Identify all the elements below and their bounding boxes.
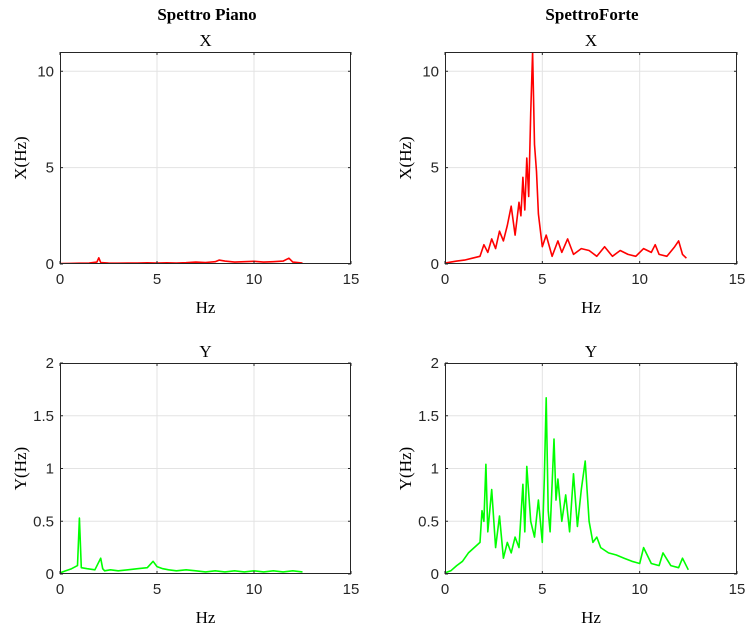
x-tick-label: 5 — [153, 581, 161, 598]
axes-title: Y — [585, 342, 597, 361]
y-tick-label: 1 — [431, 461, 439, 478]
axes-title: X — [199, 31, 211, 50]
y-tick-label: 1.5 — [418, 408, 439, 425]
x-tick-label: 0 — [441, 271, 449, 288]
x-tick-label: 15 — [343, 581, 360, 598]
x-tick-label: 0 — [56, 581, 64, 598]
y-tick-label: 0 — [431, 566, 439, 583]
left-column-title: Spettro Piano — [157, 5, 256, 24]
y-tick-label: 2 — [46, 355, 54, 372]
subplot-4: 0 5 10 15 0 0.5 1 1.5 2 Y Hz Y(Hz) — [396, 342, 745, 627]
right-column-title: SpettroForte — [545, 5, 639, 24]
y-tick-label: 2 — [431, 355, 439, 372]
y-tick-label: 0.5 — [33, 513, 54, 530]
x-tick-label: 10 — [631, 581, 648, 598]
plot-area — [60, 52, 351, 264]
y-tick-label: 0 — [431, 256, 439, 273]
x-tick-label: 15 — [343, 271, 360, 288]
x-axis-label: Hz — [196, 608, 216, 627]
subplot-1: 0 5 10 15 0 5 10 X Hz X(Hz) — [11, 31, 359, 317]
x-tick-label: 0 — [56, 271, 64, 288]
y-tick-label: 5 — [431, 160, 439, 177]
y-tick-label: 1 — [46, 461, 54, 478]
plot-area — [445, 52, 737, 264]
x-tick-label: 5 — [538, 271, 546, 288]
x-axis-label: Hz — [196, 298, 216, 317]
series-line-1 — [445, 396, 690, 574]
y-tick-label: 10 — [37, 63, 54, 80]
x-tick-label: 5 — [538, 581, 546, 598]
y-tick-label: 0.5 — [418, 513, 439, 530]
y-tick-label: 1.5 — [33, 408, 54, 425]
y-axis-label: Y(Hz) — [11, 447, 30, 490]
x-tick-label: 10 — [246, 581, 263, 598]
x-tick-label: 15 — [729, 271, 746, 288]
x-tick-label: 10 — [246, 271, 263, 288]
series-line-1 — [60, 256, 303, 264]
x-tick-label: 0 — [441, 581, 449, 598]
subplot-3: 0 5 10 15 0 0.5 1 1.5 2 Y Hz Y(Hz) — [11, 342, 359, 627]
y-axis-label: Y(Hz) — [396, 447, 415, 490]
subplot-2: 0 5 10 15 0 5 10 X Hz X(Hz) — [396, 31, 745, 317]
series-line-1 — [445, 52, 687, 264]
y-tick-label: 10 — [422, 63, 439, 80]
y-tick-label: 0 — [46, 566, 54, 583]
x-axis-label: Hz — [581, 608, 601, 627]
axes-frame — [60, 52, 351, 264]
axes-title: X — [585, 31, 597, 50]
y-tick-label: 0 — [46, 256, 54, 273]
series-line-1 — [60, 517, 303, 574]
x-tick-label: 10 — [631, 271, 648, 288]
x-tick-label: 15 — [729, 581, 746, 598]
y-tick-label: 5 — [46, 160, 54, 177]
x-tick-label: 5 — [153, 271, 161, 288]
axes-frame — [445, 52, 737, 264]
y-axis-label: X(Hz) — [11, 136, 30, 179]
axes-title: Y — [199, 342, 211, 361]
x-axis-label: Hz — [581, 298, 601, 317]
y-axis-label: X(Hz) — [396, 136, 415, 179]
